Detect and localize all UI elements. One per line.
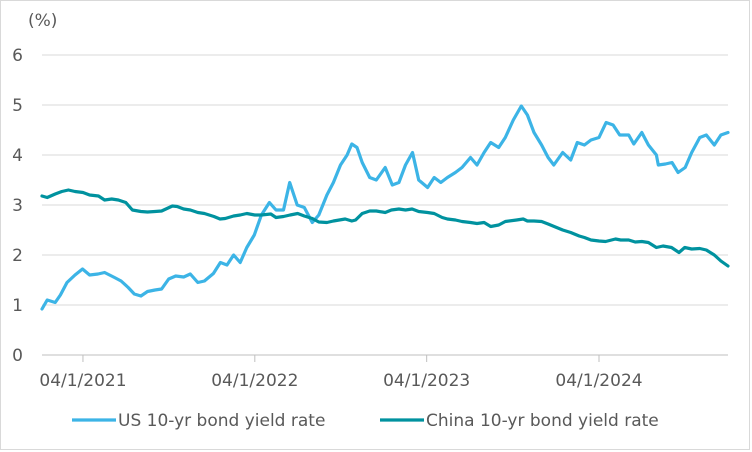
y-tick-label: 6 (12, 46, 23, 66)
legend-label: China 10-yr bond yield rate (426, 411, 659, 431)
legend-item: China 10-yr bond yield rate (380, 411, 659, 431)
y-tick-label: 4 (12, 146, 23, 166)
legend: US 10-yr bond yield rate China 10-yr bond… (72, 411, 659, 431)
x-tick-label: 04/1/2023 (383, 371, 470, 391)
y-tick-label: 5 (12, 96, 23, 116)
x-tick-labels: 04/1/2021 04/1/2022 04/1/2023 04/1/2024 (39, 371, 642, 391)
legend-item: US 10-yr bond yield rate (72, 411, 325, 431)
series-line-us-10yr (40, 104, 730, 311)
y-tick-label: 1 (12, 296, 23, 316)
series-lines (40, 104, 730, 311)
y-tick-label: 0 (12, 346, 23, 366)
legend-label: US 10-yr bond yield rate (118, 411, 325, 431)
x-tick-label: 04/1/2021 (39, 371, 126, 391)
y-tick-label: 2 (12, 246, 23, 266)
x-tick-label: 04/1/2024 (555, 371, 642, 391)
gridlines (42, 54, 728, 306)
y-tick-label: 3 (12, 196, 23, 216)
y-tick-labels: 0 1 2 3 4 5 6 (12, 46, 23, 366)
y-unit-label: (%) (28, 11, 57, 31)
series-line-china-10yr (40, 188, 730, 268)
x-tick-label: 04/1/2022 (211, 371, 298, 391)
x-axis (42, 354, 728, 362)
